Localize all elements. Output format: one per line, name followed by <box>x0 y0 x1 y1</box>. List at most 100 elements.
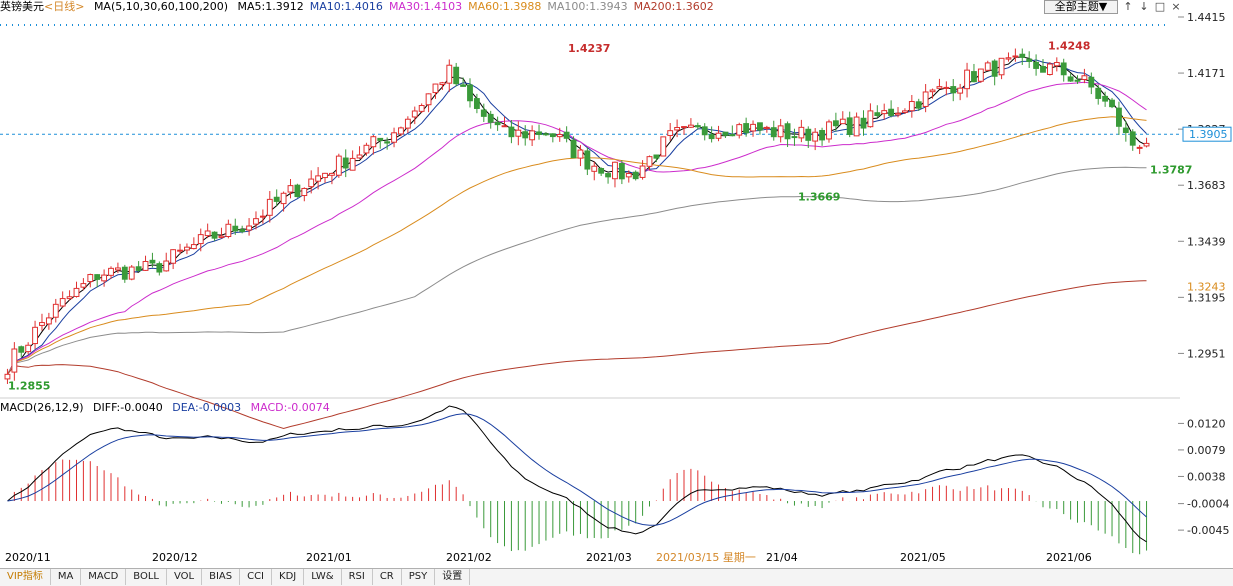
candle <box>322 172 328 183</box>
candle-body <box>398 127 404 135</box>
candle <box>570 136 577 159</box>
candle-body <box>598 167 605 174</box>
candle <box>301 187 308 202</box>
candle <box>674 119 681 138</box>
candle-body <box>1136 146 1143 149</box>
candle-body <box>142 260 149 271</box>
candle <box>936 78 943 89</box>
candle <box>487 110 494 129</box>
candle-body <box>715 132 722 139</box>
candle <box>729 125 736 137</box>
indicator-tab[interactable]: MA <box>51 569 82 585</box>
macd-dea-line <box>7 413 1147 526</box>
candle <box>439 81 446 90</box>
candle-body <box>163 260 170 272</box>
candle <box>1136 145 1143 155</box>
candle <box>453 62 460 87</box>
candle <box>977 68 984 83</box>
candle-body <box>536 131 542 135</box>
candle <box>632 170 639 181</box>
candle <box>398 126 404 137</box>
candle-body <box>784 123 791 140</box>
candle <box>708 126 715 143</box>
indicator-tab[interactable]: KDJ <box>272 569 305 585</box>
candle <box>584 147 591 176</box>
candle <box>902 108 908 114</box>
theme-dropdown-button[interactable]: 全部主题▼ <box>1044 0 1118 14</box>
candle-body <box>114 267 121 271</box>
candle <box>204 223 211 239</box>
candle <box>508 120 515 144</box>
candle-body <box>363 144 370 154</box>
candle-body <box>984 62 991 71</box>
crosshair-date-label: 2021/03/15 星期一 <box>656 551 756 564</box>
candle-body <box>681 126 687 129</box>
macd-dea-value: DEA:-0.0003 <box>172 401 242 414</box>
macd-diff-value: DIFF:-0.0040 <box>93 401 163 414</box>
close-icon[interactable]: × <box>1171 0 1181 13</box>
candle <box>757 122 763 135</box>
maximize-icon[interactable]: □ <box>1154 0 1166 13</box>
indicator-tab[interactable]: 设置 <box>435 569 471 585</box>
candle-body <box>1109 99 1115 108</box>
chart-canvas[interactable]: 1.4237 1.4248 1.3669 1.3787 1.2855 1.4415 1.4… <box>0 0 1233 568</box>
candle <box>66 290 73 301</box>
indicator-tab[interactable]: BIAS <box>202 569 241 585</box>
candle <box>1074 75 1081 84</box>
candle <box>929 88 936 99</box>
candle <box>315 167 322 190</box>
candle-body <box>743 123 750 134</box>
candle <box>736 122 743 139</box>
indicator-tab[interactable]: VOL <box>167 569 203 585</box>
scroll-up-icon[interactable]: ↑ <box>1123 0 1133 13</box>
candle <box>501 116 508 128</box>
price-annotation: 1.4237 <box>568 42 610 55</box>
ma-line-ma5 <box>7 56 1147 375</box>
indicator-tab[interactable]: LW& <box>304 569 342 585</box>
candle-body <box>591 165 598 172</box>
candle-body <box>991 60 998 77</box>
scroll-down-icon[interactable]: ↓ <box>1139 0 1149 13</box>
date-label: 2021/05 <box>900 551 946 564</box>
indicator-tab[interactable]: MACD <box>81 569 127 585</box>
indicator-tab[interactable]: BOLL <box>126 569 167 585</box>
candle-body <box>218 235 225 238</box>
indicator-tab[interactable]: RSI <box>342 569 373 585</box>
candle-body <box>549 133 556 138</box>
candle-body <box>411 110 418 118</box>
ma-value-label: MA30:1.4103 <box>388 0 463 13</box>
indicator-tab[interactable]: CCI <box>240 569 273 585</box>
candle <box>867 103 874 128</box>
candle <box>1005 52 1012 62</box>
candle <box>860 110 867 136</box>
period-selector[interactable]: <日线> <box>44 0 85 13</box>
candle <box>971 63 977 83</box>
candle <box>515 121 522 146</box>
candle <box>467 78 473 108</box>
macd-y-tick-label: 0.0038 <box>1187 470 1226 483</box>
ma-line-ma30 <box>7 81 1147 375</box>
candle <box>114 262 121 274</box>
candle <box>660 136 667 157</box>
indicator-tab[interactable]: PSY <box>402 569 436 585</box>
candle-body <box>1122 127 1129 133</box>
candle <box>59 291 66 308</box>
candle <box>598 167 605 176</box>
candle <box>1060 58 1067 82</box>
ma-params-label[interactable]: MA(5,10,30,60,100,200) <box>93 0 228 13</box>
chart-header: 英镑美元<日线> MA(5,10,30,60,100,200) MA5:1.39… <box>0 0 1233 14</box>
price-annotation: 1.3787 <box>1150 163 1192 176</box>
candle <box>1088 72 1095 95</box>
indicator-tab[interactable]: VIP指标 <box>0 569 51 585</box>
candle-body <box>87 274 94 283</box>
candle-body <box>66 296 73 300</box>
ma-price-label: 1.3243 <box>1187 280 1226 293</box>
candle-body <box>674 126 681 131</box>
macd-params-label[interactable]: MACD(26,12,9) <box>0 401 84 414</box>
candle <box>25 342 32 355</box>
candle-body <box>508 126 515 138</box>
candle <box>156 261 163 276</box>
indicator-tab[interactable]: CR <box>373 569 402 585</box>
candlesticks <box>4 48 1150 384</box>
candle-body <box>315 175 322 182</box>
